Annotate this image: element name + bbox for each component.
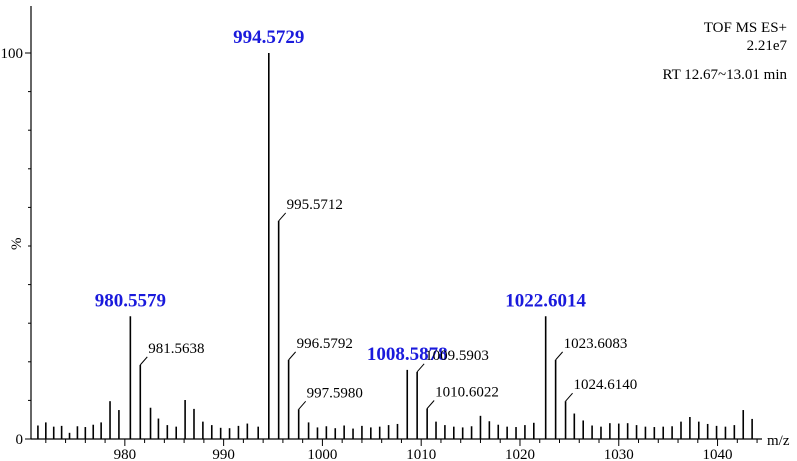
y-tick-label: 100 xyxy=(1,46,24,62)
peak-label: 981.5638 xyxy=(148,341,204,357)
x-tick-label: 990 xyxy=(212,447,235,461)
x-tick-label: 1000 xyxy=(307,447,337,461)
instrument-label: TOF MS ES+ xyxy=(704,20,787,36)
axes xyxy=(30,6,762,440)
peak-label: 1009.5903 xyxy=(425,348,489,364)
x-tick-label: 1040 xyxy=(703,447,733,461)
peak-label: 995.5712 xyxy=(287,197,343,213)
peak-label: 997.5980 xyxy=(307,385,363,401)
peak-label-connector xyxy=(565,392,573,402)
peak-label: 996.5792 xyxy=(297,336,353,352)
peak-label-connector xyxy=(298,400,307,410)
peak-label: 1023.6083 xyxy=(564,336,628,352)
x-axis-ticks: 980 990 1000 1010 1020 1030 1040 xyxy=(45,439,758,461)
peak-label-connector xyxy=(139,356,148,366)
y-axis-label: % xyxy=(9,238,25,251)
peak-label-connector xyxy=(426,400,435,409)
peak-label-connector xyxy=(416,363,425,373)
peak-label: 1022.6014 xyxy=(505,290,586,311)
peak-label: 994.5729 xyxy=(233,27,304,48)
x-tick-label: 1010 xyxy=(406,447,436,461)
x-axis-label: m/z xyxy=(767,433,790,449)
peak-label: 1024.6140 xyxy=(574,377,638,393)
peak-label-connector xyxy=(288,351,296,361)
peak-label: 1008.5878 xyxy=(367,344,448,365)
x-tick-label: 980 xyxy=(114,447,137,461)
y-axis-ticks: 0 100 xyxy=(1,46,31,448)
peak-labels: 980.5579 981.5638 994.5729 995.5712 996.5792… xyxy=(95,27,638,410)
peak-label-connector xyxy=(555,351,564,361)
retention-time-label: RT 12.67~13.01 min xyxy=(663,67,788,83)
peak-label: 1010.6022 xyxy=(435,385,499,401)
spectrum-peaks xyxy=(37,53,753,439)
x-tick-label: 1030 xyxy=(604,447,634,461)
peak-label-connector xyxy=(278,212,287,222)
intensity-label: 2.21e7 xyxy=(747,38,788,54)
peak-label: 980.5579 xyxy=(95,290,166,311)
y-tick-label: 0 xyxy=(16,432,24,448)
x-tick-label: 1020 xyxy=(505,447,535,461)
